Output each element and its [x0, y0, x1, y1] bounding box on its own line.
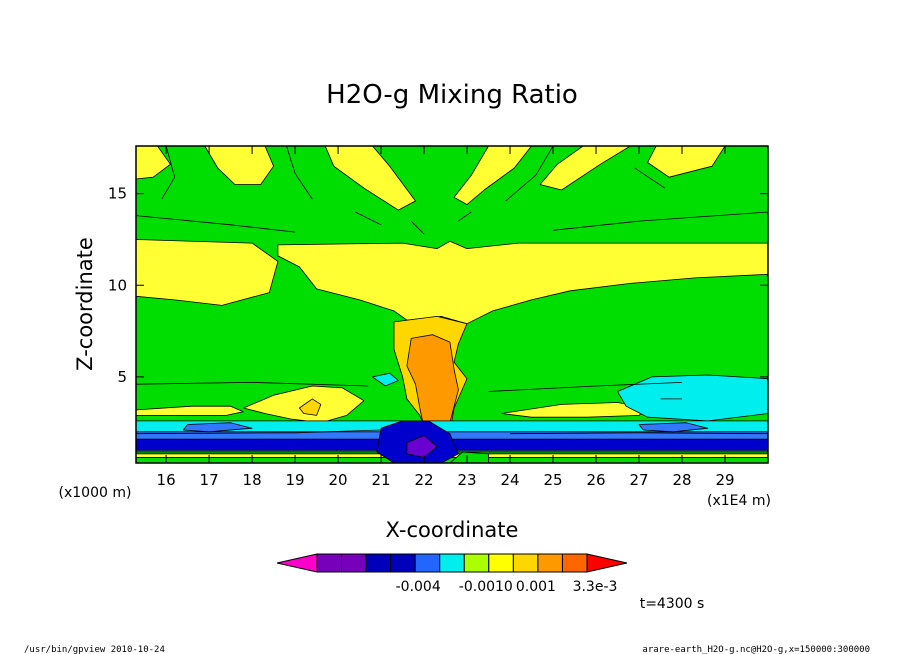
- x-tick-label-10: 26: [586, 471, 605, 489]
- x-axis-ticks: 16 17 18 19 20 21 22 23 24 25 26 27 28 29: [157, 146, 735, 489]
- colorbar-swatch-2: [365, 553, 392, 573]
- contour-line-5: [634, 167, 666, 189]
- colorbar-swatch-9: [537, 553, 563, 573]
- colorbar-swatch-7: [488, 553, 514, 573]
- y-tick-label-2: 15: [108, 185, 127, 203]
- time-label: t=4300 s: [640, 596, 705, 612]
- colorbar-swatch-5: [439, 553, 465, 573]
- contour-region-26: [449, 451, 489, 463]
- contour-line-1: [286, 146, 313, 200]
- colorbar-swatch-0: [316, 553, 343, 573]
- colorbar-label-3: 3.3e-3: [573, 579, 618, 595]
- contour-region-1: [324, 146, 416, 211]
- colorbar-high-arrow: [586, 553, 628, 573]
- contour-region-11: [298, 398, 322, 416]
- x-tick-label-4: 20: [329, 471, 348, 489]
- x-axis-label: X-coordinate: [386, 518, 519, 542]
- source-info: arare-earth_H2O-g.nc@H2O-g,x=150000:3000…: [642, 645, 870, 654]
- contour-region-7: [277, 240, 768, 325]
- contour-lines: [136, 146, 768, 435]
- contour-region-19: [182, 422, 253, 433]
- colorbar: -0.004 -0.0010 0.001 3.3e-3: [276, 553, 628, 595]
- contour-region-5: [136, 146, 171, 180]
- contour-line-11: [136, 429, 382, 435]
- x-axis-unit: (x1E4 m): [707, 493, 771, 509]
- colorbar-swatch-8: [512, 553, 539, 573]
- contour-region-20: [638, 422, 709, 433]
- x-tick-label-5: 21: [372, 471, 391, 489]
- colorbar-swatch-6: [463, 553, 490, 573]
- y-axis-label: Z-coordinate: [73, 237, 97, 371]
- contour-line-12: [509, 432, 768, 435]
- colorbar-label-0: -0.004: [396, 579, 441, 595]
- contour-line-8: [552, 211, 768, 231]
- contour-line-9: [136, 381, 369, 387]
- colorbar-swatch-4: [414, 553, 441, 573]
- contour-line-4: [505, 146, 554, 202]
- contour-region-14: [617, 374, 768, 422]
- contour-regions: [136, 146, 768, 463]
- contour-region-4: [647, 146, 726, 178]
- contour-line-2: [410, 220, 425, 235]
- chart-title: H2O-g Mixing Ratio: [326, 80, 578, 110]
- contour-region-6: [136, 239, 279, 306]
- y-axis-ticks: 5 10 15: [108, 185, 768, 386]
- colorbar-low-arrow: [276, 553, 318, 573]
- colorbar-label-2: 0.001: [516, 579, 556, 595]
- x-tick-label-8: 24: [500, 471, 519, 489]
- colorbar-swatch-10: [561, 553, 588, 573]
- contour-region-10: [243, 385, 365, 424]
- contour-region-0: [204, 146, 275, 185]
- colorbar-swatch-3: [390, 553, 416, 573]
- contour-line-6: [355, 211, 382, 226]
- contour-line-7: [136, 215, 296, 233]
- x-tick-label-2: 18: [243, 471, 262, 489]
- colorbar-label-1: -0.0010: [459, 579, 513, 595]
- x-tick-label-7: 23: [458, 471, 477, 489]
- x-tick-label-11: 27: [629, 471, 648, 489]
- contour-region-23: [136, 457, 768, 463]
- x-tick-label-6: 22: [415, 471, 434, 489]
- plot-area: [136, 146, 768, 463]
- plot-frame: [135, 145, 769, 464]
- contour-line-0: [161, 146, 176, 200]
- contour-line-10: [488, 382, 683, 392]
- x-tick-label-0: 16: [157, 471, 176, 489]
- x-tick-label-9: 25: [543, 471, 562, 489]
- x-tick-label-12: 28: [672, 471, 691, 489]
- x-tick-label-13: 29: [715, 471, 734, 489]
- x-tick-label-3: 19: [286, 471, 305, 489]
- y-axis-unit: (x1000 m): [59, 485, 132, 501]
- contour-region-15: [372, 372, 399, 387]
- colorbar-swatch-1: [341, 553, 367, 573]
- contour-region-12: [136, 405, 244, 416]
- contour-line-3: [458, 211, 472, 222]
- x-tick-label-1: 17: [200, 471, 219, 489]
- contour-region-2: [453, 146, 532, 206]
- contour-region-3: [539, 146, 631, 191]
- y-tick-label-1: 10: [108, 276, 127, 294]
- contour-region-25: [406, 435, 438, 458]
- y-tick-label-0: 5: [117, 368, 127, 386]
- program-info: /usr/bin/gpview 2010-10-24: [24, 645, 165, 654]
